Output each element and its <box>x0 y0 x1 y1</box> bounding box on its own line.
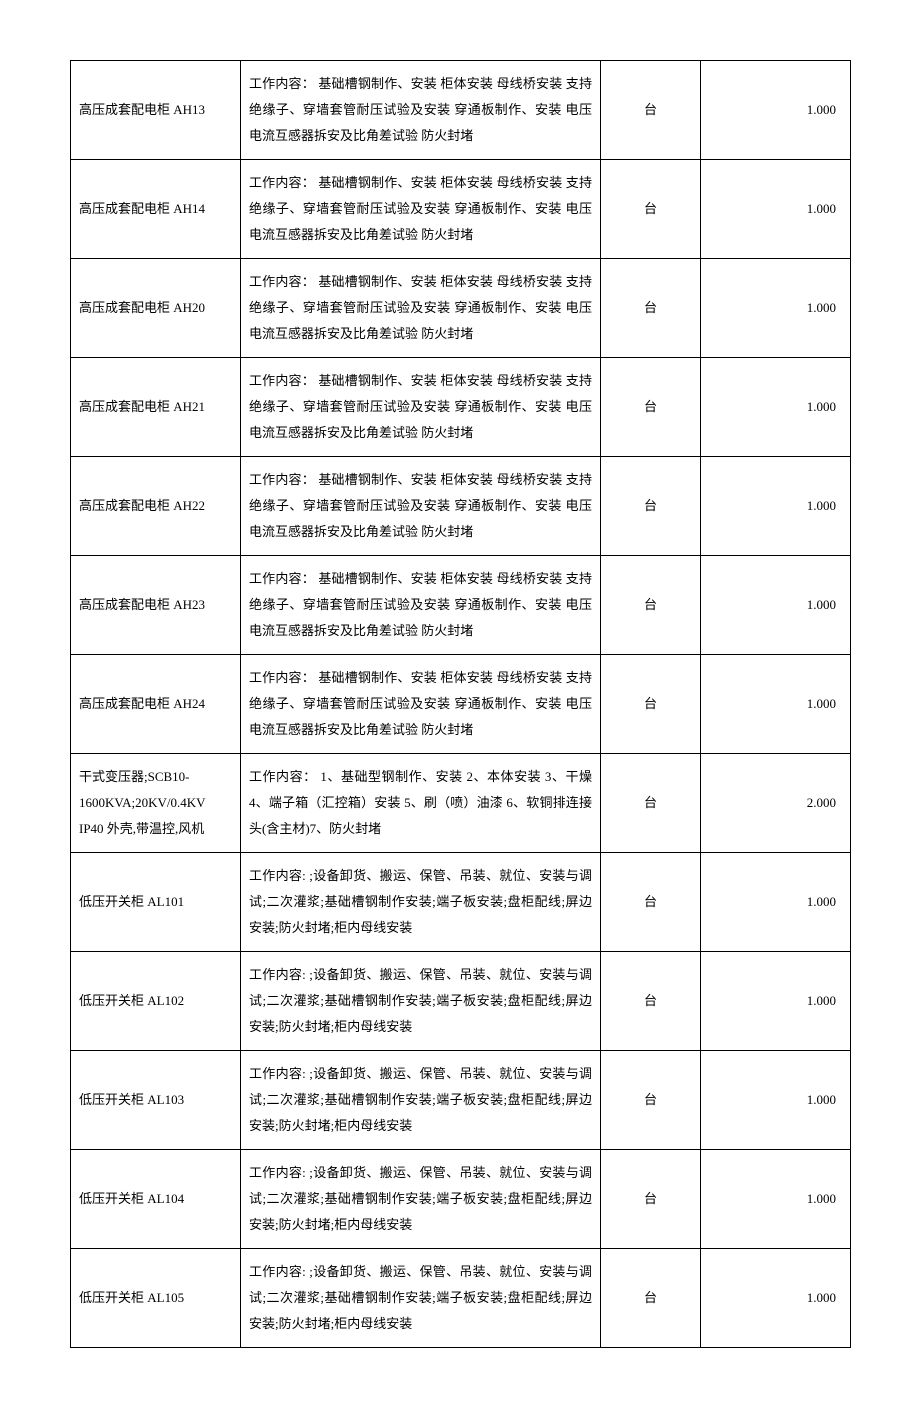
table-row: 高压成套配电柜 AH23工作内容： 基础槽钢制作、安装 柜体安装 母线桥安装 支… <box>71 556 851 655</box>
item-name-cell: 高压成套配电柜 AH13 <box>71 61 241 160</box>
table-row: 低压开关柜 AL102工作内容: ;设备卸货、搬运、保管、吊装、就位、安装与调试… <box>71 952 851 1051</box>
item-unit-cell: 台 <box>601 556 701 655</box>
item-unit-cell: 台 <box>601 853 701 952</box>
item-qty-cell: 1.000 <box>701 853 851 952</box>
item-name-cell: 高压成套配电柜 AH21 <box>71 358 241 457</box>
table-row: 高压成套配电柜 AH21工作内容： 基础槽钢制作、安装 柜体安装 母线桥安装 支… <box>71 358 851 457</box>
item-name-cell: 高压成套配电柜 AH14 <box>71 160 241 259</box>
item-unit-cell: 台 <box>601 160 701 259</box>
item-name-cell: 低压开关柜 AL102 <box>71 952 241 1051</box>
item-desc-cell: 工作内容: ;设备卸货、搬运、保管、吊装、就位、安装与调试;二次灌浆;基础槽钢制… <box>241 1150 601 1249</box>
item-desc-cell: 工作内容: ;设备卸货、搬运、保管、吊装、就位、安装与调试;二次灌浆;基础槽钢制… <box>241 1051 601 1150</box>
table-row: 高压成套配电柜 AH14工作内容： 基础槽钢制作、安装 柜体安装 母线桥安装 支… <box>71 160 851 259</box>
item-name-cell: 高压成套配电柜 AH23 <box>71 556 241 655</box>
table-row: 高压成套配电柜 AH22工作内容： 基础槽钢制作、安装 柜体安装 母线桥安装 支… <box>71 457 851 556</box>
item-qty-cell: 1.000 <box>701 259 851 358</box>
item-desc-cell: 工作内容： 基础槽钢制作、安装 柜体安装 母线桥安装 支持绝缘子、穿墙套管耐压试… <box>241 259 601 358</box>
table-row: 干式变压器;SCB10-1600KVA;20KV/0.4KV IP40 外壳,带… <box>71 754 851 853</box>
item-unit-cell: 台 <box>601 61 701 160</box>
item-qty-cell: 1.000 <box>701 61 851 160</box>
item-qty-cell: 1.000 <box>701 1150 851 1249</box>
item-qty-cell: 1.000 <box>701 358 851 457</box>
item-desc-cell: 工作内容： 基础槽钢制作、安装 柜体安装 母线桥安装 支持绝缘子、穿墙套管耐压试… <box>241 457 601 556</box>
item-desc-cell: 工作内容： 基础槽钢制作、安装 柜体安装 母线桥安装 支持绝缘子、穿墙套管耐压试… <box>241 358 601 457</box>
item-qty-cell: 1.000 <box>701 556 851 655</box>
item-qty-cell: 1.000 <box>701 1051 851 1150</box>
table-body: 高压成套配电柜 AH13工作内容： 基础槽钢制作、安装 柜体安装 母线桥安装 支… <box>71 61 851 1348</box>
item-unit-cell: 台 <box>601 457 701 556</box>
item-name-cell: 高压成套配电柜 AH22 <box>71 457 241 556</box>
item-unit-cell: 台 <box>601 1249 701 1348</box>
item-name-cell: 低压开关柜 AL105 <box>71 1249 241 1348</box>
table-row: 低压开关柜 AL104工作内容: ;设备卸货、搬运、保管、吊装、就位、安装与调试… <box>71 1150 851 1249</box>
item-unit-cell: 台 <box>601 1051 701 1150</box>
item-name-cell: 高压成套配电柜 AH24 <box>71 655 241 754</box>
item-desc-cell: 工作内容： 基础槽钢制作、安装 柜体安装 母线桥安装 支持绝缘子、穿墙套管耐压试… <box>241 61 601 160</box>
item-qty-cell: 1.000 <box>701 1249 851 1348</box>
item-desc-cell: 工作内容: ;设备卸货、搬运、保管、吊装、就位、安装与调试;二次灌浆;基础槽钢制… <box>241 1249 601 1348</box>
table-row: 低压开关柜 AL101工作内容: ;设备卸货、搬运、保管、吊装、就位、安装与调试… <box>71 853 851 952</box>
item-name-cell: 高压成套配电柜 AH20 <box>71 259 241 358</box>
item-unit-cell: 台 <box>601 259 701 358</box>
item-desc-cell: 工作内容： 基础槽钢制作、安装 柜体安装 母线桥安装 支持绝缘子、穿墙套管耐压试… <box>241 655 601 754</box>
item-name-cell: 低压开关柜 AL104 <box>71 1150 241 1249</box>
table-row: 高压成套配电柜 AH13工作内容： 基础槽钢制作、安装 柜体安装 母线桥安装 支… <box>71 61 851 160</box>
equipment-table: 高压成套配电柜 AH13工作内容： 基础槽钢制作、安装 柜体安装 母线桥安装 支… <box>70 60 851 1348</box>
table-row: 高压成套配电柜 AH24工作内容： 基础槽钢制作、安装 柜体安装 母线桥安装 支… <box>71 655 851 754</box>
item-desc-cell: 工作内容： 1、基础型钢制作、安装 2、本体安装 3、干燥 4、端子箱（汇控箱）… <box>241 754 601 853</box>
item-name-cell: 低压开关柜 AL103 <box>71 1051 241 1150</box>
item-desc-cell: 工作内容: ;设备卸货、搬运、保管、吊装、就位、安装与调试;二次灌浆;基础槽钢制… <box>241 952 601 1051</box>
item-qty-cell: 1.000 <box>701 952 851 1051</box>
item-qty-cell: 1.000 <box>701 160 851 259</box>
item-unit-cell: 台 <box>601 1150 701 1249</box>
item-qty-cell: 1.000 <box>701 655 851 754</box>
item-name-cell: 干式变压器;SCB10-1600KVA;20KV/0.4KV IP40 外壳,带… <box>71 754 241 853</box>
item-unit-cell: 台 <box>601 655 701 754</box>
item-desc-cell: 工作内容： 基础槽钢制作、安装 柜体安装 母线桥安装 支持绝缘子、穿墙套管耐压试… <box>241 160 601 259</box>
item-desc-cell: 工作内容： 基础槽钢制作、安装 柜体安装 母线桥安装 支持绝缘子、穿墙套管耐压试… <box>241 556 601 655</box>
item-name-cell: 低压开关柜 AL101 <box>71 853 241 952</box>
item-qty-cell: 1.000 <box>701 457 851 556</box>
table-row: 低压开关柜 AL105工作内容: ;设备卸货、搬运、保管、吊装、就位、安装与调试… <box>71 1249 851 1348</box>
item-unit-cell: 台 <box>601 358 701 457</box>
table-row: 高压成套配电柜 AH20工作内容： 基础槽钢制作、安装 柜体安装 母线桥安装 支… <box>71 259 851 358</box>
item-qty-cell: 2.000 <box>701 754 851 853</box>
item-unit-cell: 台 <box>601 952 701 1051</box>
item-unit-cell: 台 <box>601 754 701 853</box>
table-row: 低压开关柜 AL103工作内容: ;设备卸货、搬运、保管、吊装、就位、安装与调试… <box>71 1051 851 1150</box>
item-desc-cell: 工作内容: ;设备卸货、搬运、保管、吊装、就位、安装与调试;二次灌浆;基础槽钢制… <box>241 853 601 952</box>
